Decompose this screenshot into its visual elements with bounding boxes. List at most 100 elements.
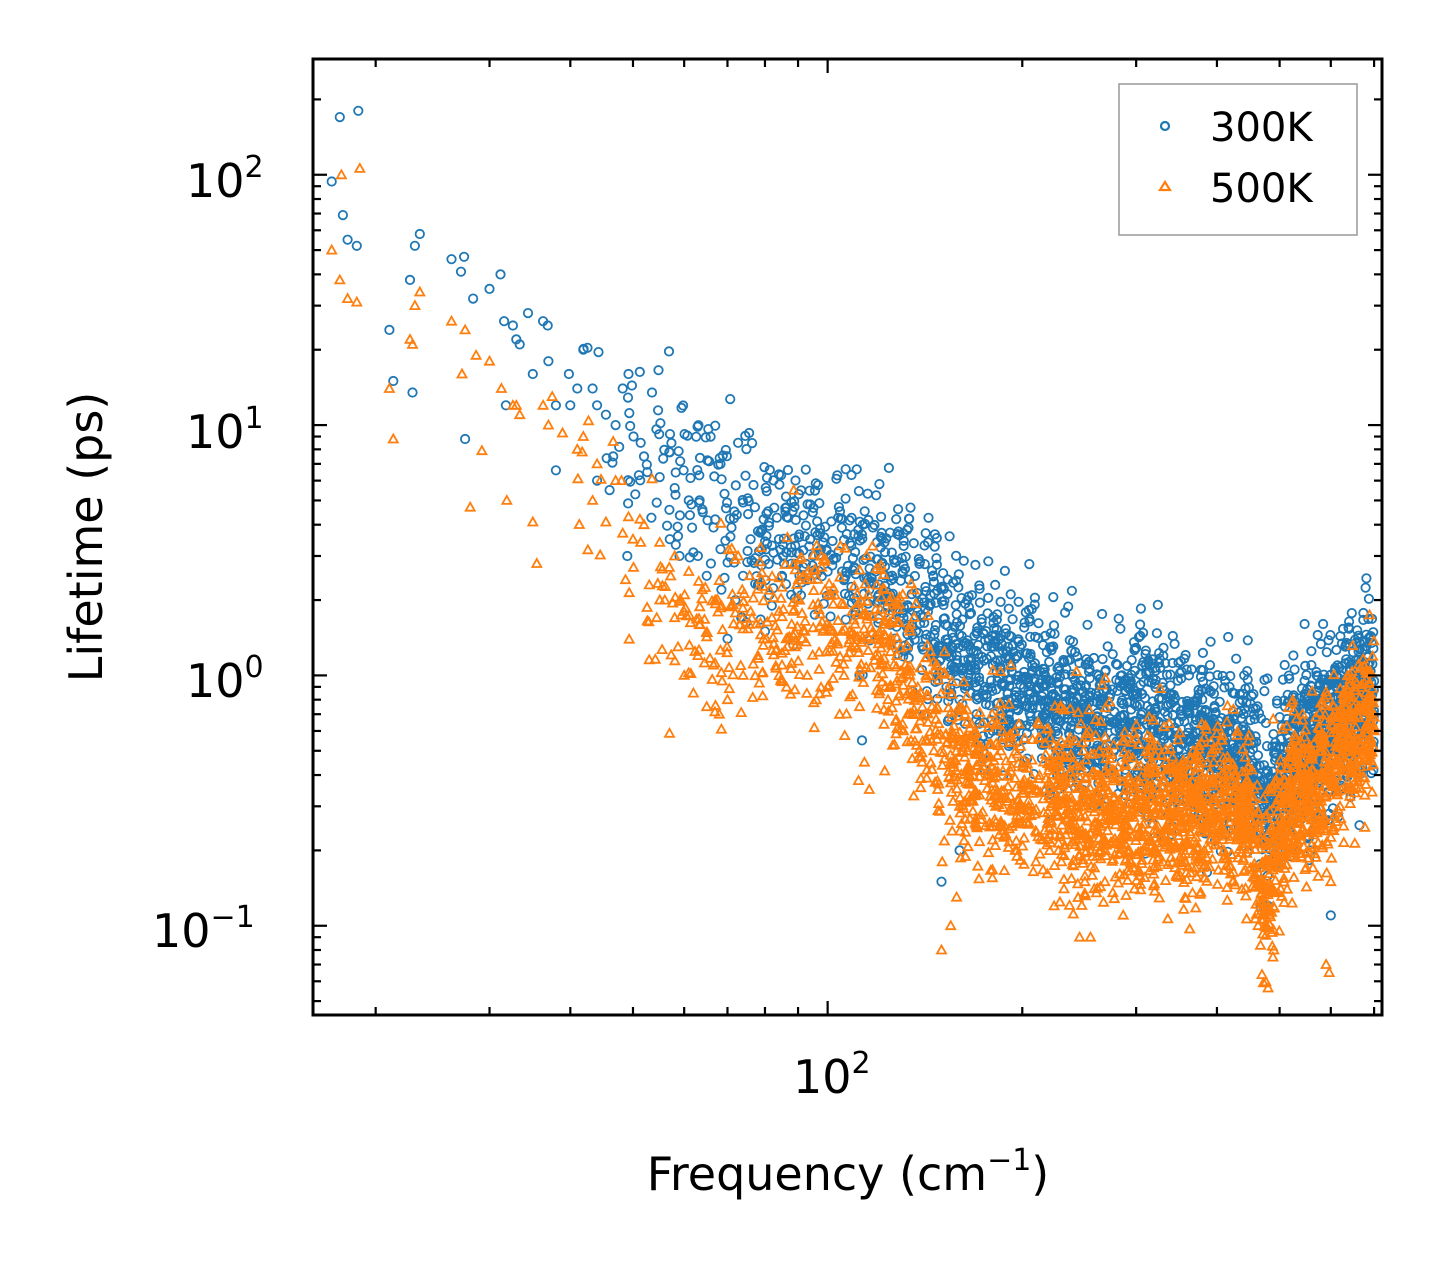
data-point-300K <box>1084 663 1095 674</box>
data-point-300K <box>974 583 985 594</box>
data-point-300K <box>954 620 966 632</box>
data-point-500K <box>754 628 767 640</box>
data-point-300K <box>987 685 998 697</box>
data-point-500K <box>934 687 947 699</box>
data-point-500K <box>1054 699 1067 711</box>
data-point-300K <box>944 531 955 542</box>
data-point-500K <box>1029 855 1043 867</box>
data-point-500K <box>931 783 944 794</box>
data-point-500K <box>1363 608 1376 620</box>
data-point-300K <box>1019 622 1030 633</box>
data-point-300K <box>849 546 861 558</box>
data-point-500K <box>1320 835 1334 846</box>
data-point-500K <box>938 752 951 764</box>
data-point-300K <box>1014 641 1026 652</box>
data-point-500K <box>1188 788 1202 800</box>
data-point-300K <box>953 569 964 580</box>
data-point-500K <box>815 560 828 572</box>
data-point-500K <box>1100 793 1113 805</box>
data-point-500K <box>916 755 929 767</box>
data-point-300K <box>805 499 816 510</box>
data-point-300K <box>664 534 675 545</box>
data-point-500K <box>1251 778 1264 790</box>
data-point-500K <box>890 649 903 660</box>
data-point-500K <box>571 442 584 454</box>
data-point-500K <box>813 645 826 657</box>
data-point-500K <box>938 645 951 657</box>
data-point-500K <box>1261 837 1274 849</box>
data-point-500K <box>1212 863 1225 875</box>
data-point-500K <box>1257 976 1270 988</box>
data-point-500K <box>807 621 820 633</box>
data-point-500K <box>1159 823 1172 835</box>
data-point-300K <box>942 648 954 659</box>
data-point-300K <box>673 446 684 457</box>
data-point-300K <box>646 512 657 523</box>
data-point-300K <box>676 402 687 413</box>
data-point-300K <box>898 528 909 539</box>
data-point-500K <box>827 597 840 609</box>
data-point-500K <box>1311 731 1324 742</box>
data-point-300K <box>716 474 727 485</box>
data-point-300K <box>737 494 748 506</box>
data-point-500K <box>1032 772 1045 784</box>
data-point-500K <box>1296 707 1309 719</box>
data-point-500K <box>871 670 884 682</box>
data-point-500K <box>775 672 788 684</box>
data-point-500K <box>1361 759 1375 771</box>
data-point-300K <box>942 588 953 600</box>
data-point-500K <box>1313 778 1326 790</box>
data-point-500K <box>537 398 550 410</box>
data-point-500K <box>834 539 847 551</box>
data-point-300K <box>781 511 792 523</box>
data-point-300K <box>550 465 562 476</box>
data-point-300K <box>1120 723 1131 734</box>
data-point-300K <box>1162 710 1173 721</box>
data-point-500K <box>726 598 740 609</box>
data-point-300K <box>1077 699 1088 711</box>
data-point-300K <box>507 320 519 331</box>
data-point-500K <box>737 669 750 680</box>
data-point-500K <box>837 669 851 680</box>
data-point-500K <box>1040 722 1053 734</box>
data-point-500K <box>840 707 853 719</box>
data-point-500K <box>1017 857 1031 869</box>
data-point-500K <box>1073 828 1086 840</box>
data-point-500K <box>716 623 729 635</box>
data-point-500K <box>1067 907 1080 919</box>
data-point-300K <box>931 532 942 544</box>
data-point-500K <box>919 651 932 663</box>
data-point-500K <box>750 617 763 629</box>
data-point-300K <box>760 482 771 493</box>
data-point-500K <box>715 722 728 734</box>
data-point-500K <box>1327 785 1341 797</box>
data-point-300K <box>917 641 928 652</box>
data-point-300K <box>1328 674 1340 685</box>
data-point-500K <box>692 575 705 586</box>
data-point-500K <box>950 890 963 902</box>
data-point-500K <box>862 587 875 599</box>
data-point-500K <box>1079 772 1092 784</box>
data-point-500K <box>1148 884 1161 896</box>
data-point-300K <box>898 560 909 571</box>
data-point-300K <box>1197 647 1209 659</box>
data-point-300K <box>942 634 953 645</box>
data-point-300K <box>876 527 887 539</box>
data-point-300K <box>1153 693 1164 705</box>
data-point-500K <box>767 637 780 649</box>
data-point-300K <box>1288 650 1299 661</box>
data-point-500K <box>784 662 798 673</box>
data-point-500K <box>959 850 972 861</box>
data-point-500K <box>1337 755 1350 767</box>
data-point-500K <box>530 557 543 568</box>
data-point-500K <box>809 563 822 575</box>
data-point-500K <box>822 679 835 690</box>
data-point-300K <box>1048 591 1059 603</box>
data-point-500K <box>663 561 676 572</box>
data-point-300K <box>1159 685 1170 696</box>
data-point-500K <box>884 645 897 657</box>
data-point-300K <box>844 515 855 526</box>
data-point-500K <box>860 549 873 560</box>
data-point-300K <box>732 437 744 448</box>
data-point-500K <box>1058 841 1071 853</box>
